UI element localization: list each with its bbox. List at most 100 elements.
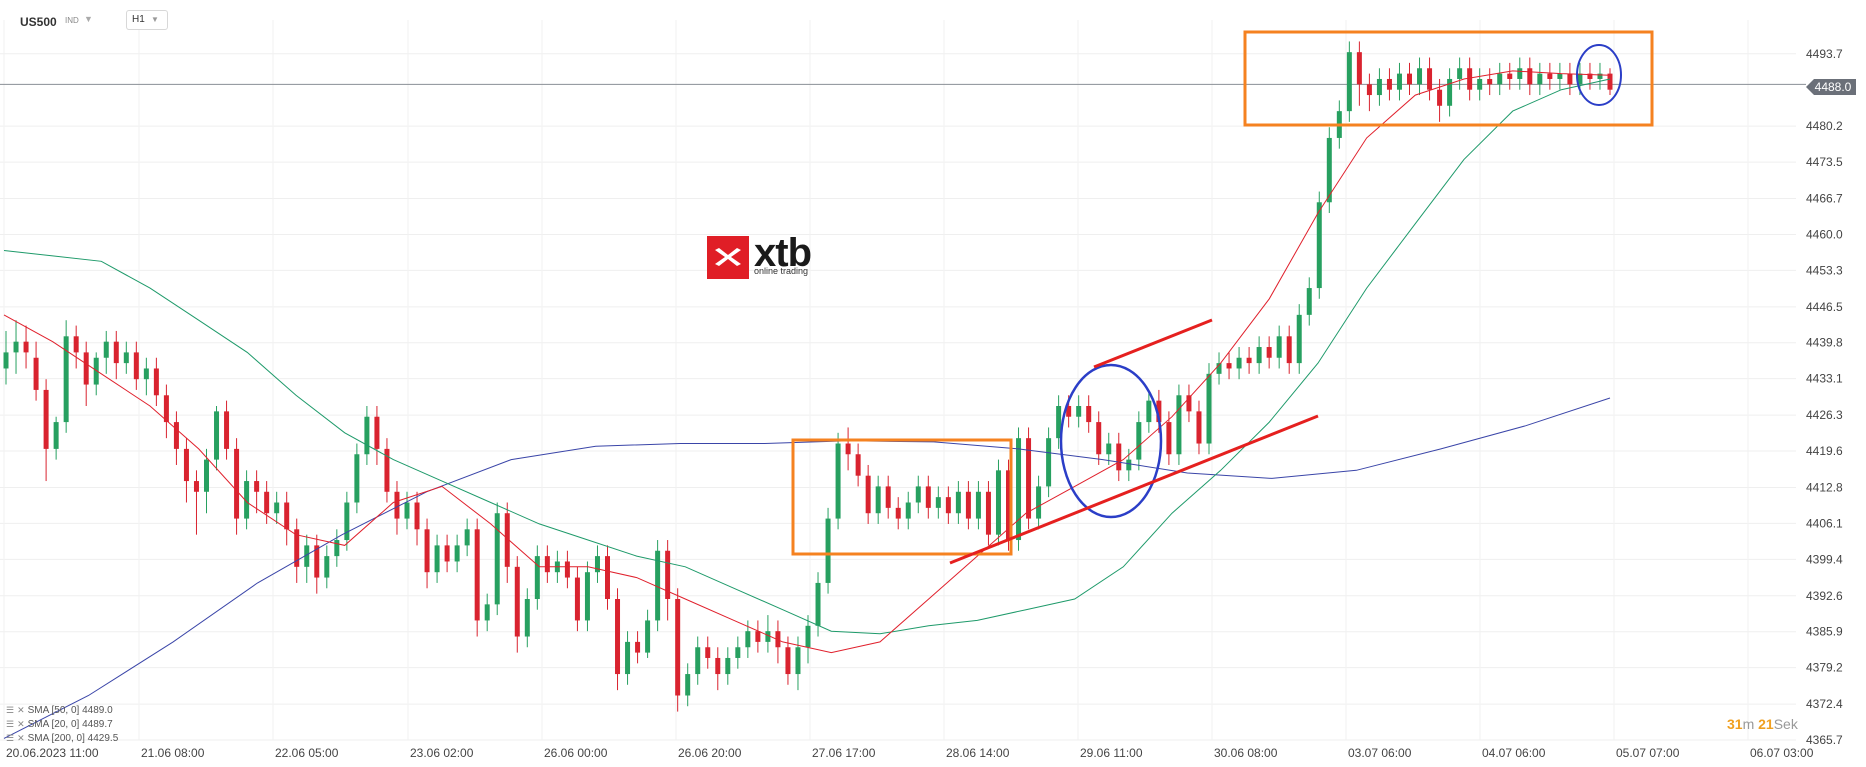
candle-body	[364, 416, 370, 455]
candle-body	[985, 491, 991, 535]
candle-body	[1266, 347, 1272, 358]
candle-body	[865, 475, 871, 514]
candle-body	[444, 545, 450, 562]
candle-body	[1086, 406, 1092, 423]
candle-body	[234, 448, 240, 519]
logo-mark-icon	[707, 236, 749, 279]
candle-body	[204, 459, 209, 492]
indicator-label: SMA [20, 0]	[27, 719, 80, 730]
candle-body	[1587, 73, 1593, 79]
y-tick-label: 4406.1	[1806, 516, 1843, 530]
y-tick-label: 4385.9	[1806, 625, 1843, 639]
candle-body	[183, 448, 189, 482]
candle-body	[745, 631, 751, 648]
candle-body	[214, 411, 220, 460]
close-icon[interactable]: ✕	[17, 733, 25, 743]
candle-body	[193, 481, 199, 492]
y-tick-label: 4433.1	[1806, 372, 1843, 386]
y-tick-label: 4392.6	[1806, 589, 1843, 603]
indicator-legend-sma20[interactable]: ☰ ✕ SMA [20, 0] 4489.7	[6, 719, 113, 730]
annotation-box-range-2	[1243, 30, 1654, 127]
menu-icon[interactable]: ☰	[6, 705, 15, 715]
candle-body	[1166, 422, 1172, 455]
close-icon[interactable]: ✕	[17, 719, 25, 729]
candle-body	[264, 491, 270, 514]
candle-body	[1066, 406, 1072, 417]
candle-body	[1006, 470, 1011, 541]
candle-body	[374, 416, 380, 449]
xtb-logo: xtb online trading	[707, 231, 877, 282]
candle-body	[514, 566, 520, 637]
candle-body	[1557, 73, 1563, 79]
candle-body	[1457, 68, 1463, 79]
candle-body	[1246, 357, 1252, 364]
symbol-dropdown-icon[interactable]: ▼	[84, 14, 93, 24]
candle-body	[93, 357, 99, 385]
x-tick-label: 20.06.2023 11:00	[6, 746, 99, 760]
candle-body	[915, 486, 921, 503]
symbol-label[interactable]: US500	[20, 15, 57, 29]
candle-body	[855, 454, 861, 476]
x-tick-label: 03.07 06:00	[1348, 746, 1412, 760]
candle-body	[685, 674, 691, 696]
candle-body	[665, 550, 671, 600]
candle-body	[1146, 400, 1152, 423]
menu-icon[interactable]: ☰	[6, 733, 15, 743]
timeframe-select[interactable]: H1 ▼	[126, 10, 168, 30]
candle-body	[594, 556, 600, 573]
x-tick-label: 04.07 06:00	[1482, 746, 1546, 760]
candle-body	[1437, 89, 1443, 106]
candle-body	[625, 641, 631, 675]
annotation-box-range-1	[791, 438, 1013, 556]
candle-body	[895, 507, 901, 519]
indicator-legend-sma50[interactable]: ☰ ✕ SMA [50, 0] 4489.0	[6, 705, 113, 716]
candle-body	[23, 341, 29, 353]
candle-body	[775, 631, 781, 648]
y-tick-label: 4493.7	[1806, 47, 1843, 61]
candle-body	[965, 491, 971, 519]
candle-body	[284, 502, 290, 530]
candle-body	[1026, 438, 1032, 519]
candle-body	[254, 481, 260, 492]
candle-body	[755, 631, 761, 642]
candle-body	[434, 545, 440, 573]
candle-body	[1296, 314, 1302, 364]
annotation-ellipse-current	[1576, 44, 1622, 106]
candle-body	[885, 486, 891, 508]
candle-body	[1507, 73, 1513, 79]
candle-body	[1497, 73, 1503, 85]
indicator-legend-sma200[interactable]: ☰ ✕ SMA [200, 0] 4429.5	[6, 733, 118, 744]
chart-toolbar: US500 IND ▼ H1 ▼	[0, 8, 600, 34]
candle-body	[344, 502, 350, 541]
x-tick-label: 29.06 11:00	[1080, 746, 1143, 760]
candle-body	[1256, 347, 1262, 364]
candle-body	[274, 502, 280, 514]
sma20-line	[3, 70, 1611, 654]
candle-body	[605, 556, 610, 600]
timer-minutes: 31	[1727, 716, 1743, 732]
trendline-support	[949, 414, 1319, 565]
y-tick-label: 4426.3	[1806, 408, 1843, 422]
candle-body	[454, 545, 460, 562]
candle-body	[524, 599, 530, 637]
candle-body	[705, 647, 711, 658]
candle-body	[314, 545, 320, 578]
candle-body	[925, 486, 931, 508]
indicator-value: 4489.7	[82, 719, 113, 730]
candle-countdown: 31m 21Sek	[1727, 716, 1798, 732]
candle-body	[635, 641, 641, 653]
candle-body	[1186, 395, 1192, 412]
candle-body	[1306, 288, 1312, 315]
candle-body	[73, 336, 79, 353]
menu-icon[interactable]: ☰	[6, 719, 15, 729]
close-icon[interactable]: ✕	[17, 705, 25, 715]
indicator-value: 4489.0	[82, 705, 113, 716]
x-tick-label: 30.06 08:00	[1214, 746, 1278, 760]
x-tick-label: 26.06 00:00	[544, 746, 608, 760]
candle-body	[163, 395, 169, 423]
candle-body	[945, 497, 951, 514]
candle-body	[815, 582, 821, 626]
candle-body	[725, 657, 731, 675]
candle-body	[113, 341, 119, 364]
